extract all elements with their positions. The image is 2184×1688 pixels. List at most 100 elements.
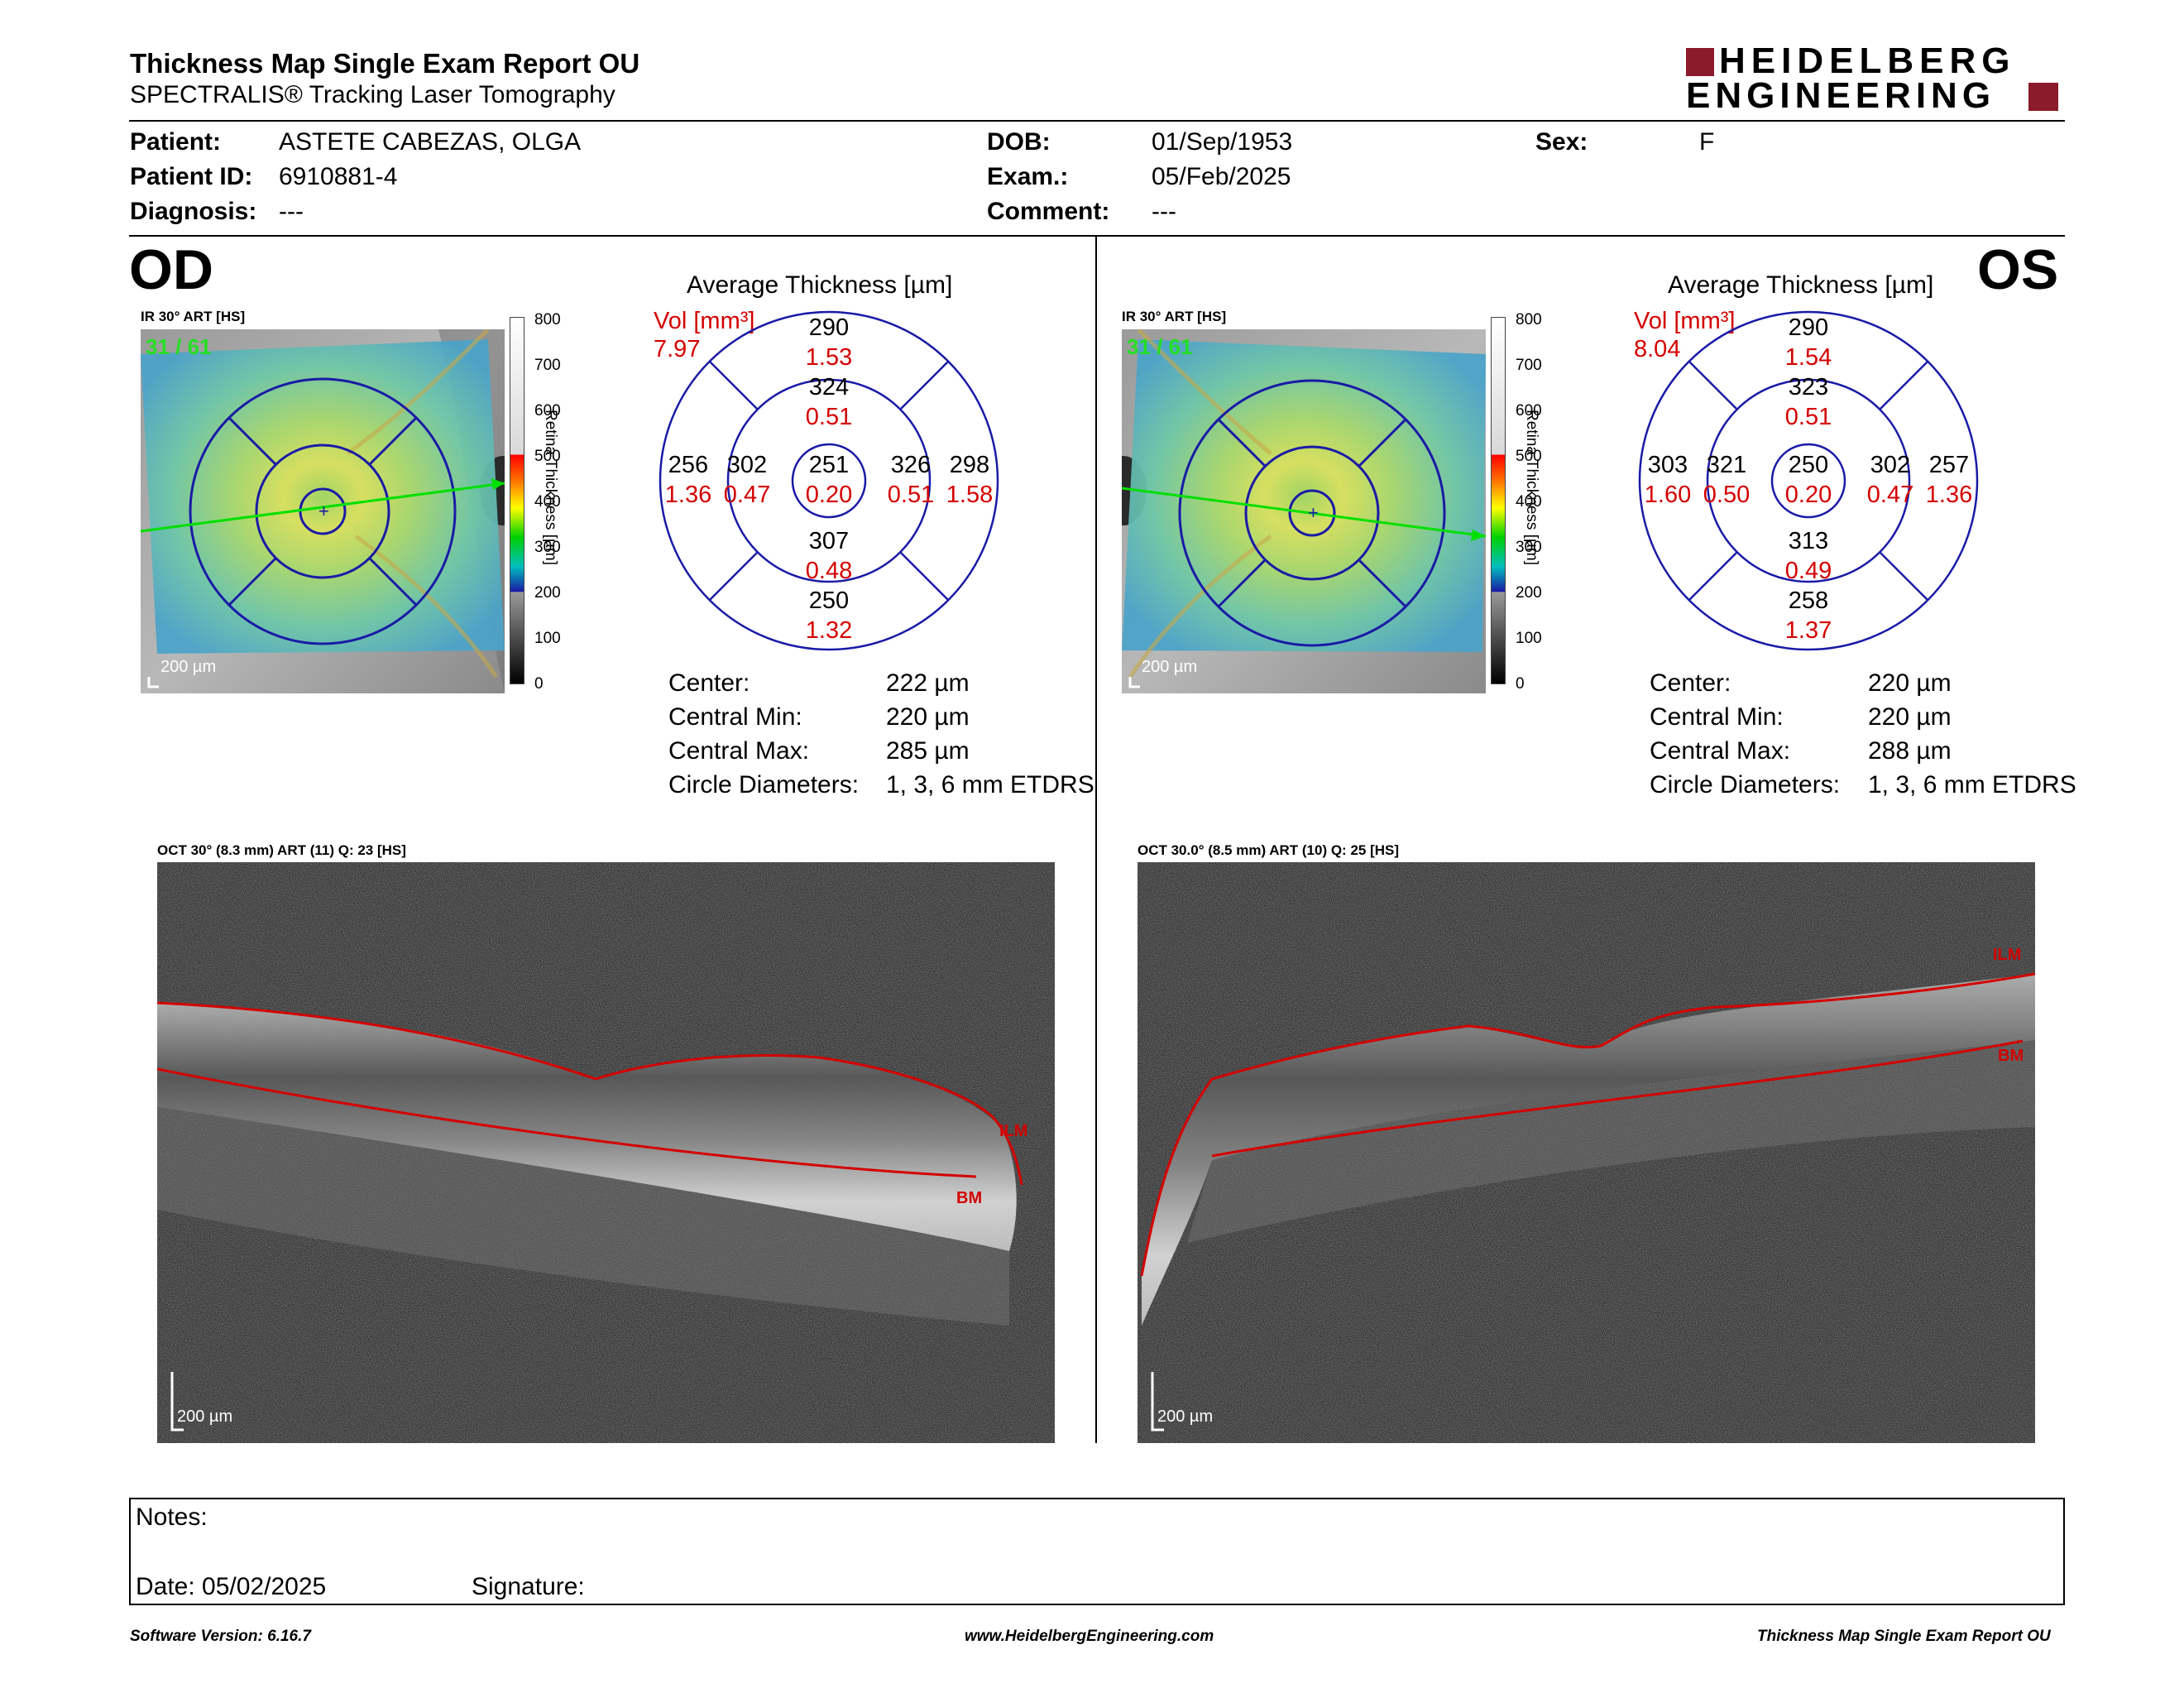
od-inner-right: 326 xyxy=(890,452,932,478)
dob-value: 01/Sep/1953 xyxy=(1152,128,1293,156)
notes-box: Notes: Date: 05/02/2025 Signature: xyxy=(129,1498,2065,1605)
os-cbar-tick: 200 xyxy=(1516,584,1542,602)
notes-date: Date: 05/02/2025 xyxy=(136,1573,327,1600)
os-outer-bottom: 258 xyxy=(1788,587,1829,614)
od-diam-label: Circle Diameters: xyxy=(668,771,860,798)
patient-id-value: 6910881-4 xyxy=(279,163,398,190)
os-vol-label: Vol [mm³] xyxy=(1634,308,1736,334)
patient-id-label: Patient ID: xyxy=(130,163,253,190)
exam-label: Exam.: xyxy=(987,163,1069,190)
od-cbar-tick: 800 xyxy=(534,311,561,328)
os-min-value: 220 µm xyxy=(1868,703,1952,731)
os-inner-left: 321 xyxy=(1706,452,1747,478)
os-cbar-tick: 0 xyxy=(1516,675,1525,693)
od-oct-bm: BM xyxy=(956,1189,982,1207)
os-colorbar xyxy=(1491,317,1506,684)
header-rule xyxy=(129,120,2065,122)
os-max-value: 288 µm xyxy=(1868,737,1952,765)
od-fundus-scale: 200 µm xyxy=(160,658,216,676)
footer-report-name: Thickness Map Single Exam Report OU xyxy=(1757,1628,2051,1645)
os-inner-left-vol: 0.50 xyxy=(1703,482,1751,508)
od-outer-top-vol: 1.53 xyxy=(805,344,853,371)
os-oct-label: OCT 30.0° (8.5 mm) ART (10) Q: 25 [HS] xyxy=(1138,842,1400,858)
os-cbar-tick: 800 xyxy=(1516,311,1542,328)
diagnosis-value: --- xyxy=(279,198,304,225)
os-oct-scale: 200 µm xyxy=(1157,1407,1213,1426)
comment-value: --- xyxy=(1152,198,1176,225)
report-subtitle: SPECTRALIS® Tracking Laser Tomography xyxy=(130,81,615,108)
os-inner-right: 302 xyxy=(1870,452,1911,478)
od-max-label: Central Max: xyxy=(668,737,810,765)
signature-label[interactable]: Signature: xyxy=(472,1573,585,1600)
os-frame-counter: 31 / 61 xyxy=(1127,334,1193,359)
report-title: Thickness Map Single Exam Report OU xyxy=(130,48,640,79)
os-diam-label: Circle Diameters: xyxy=(1650,771,1841,798)
os-inner-bottom: 313 xyxy=(1788,528,1829,554)
os-center-vol: 0.20 xyxy=(1784,482,1832,508)
os-min-label: Central Min: xyxy=(1650,703,1784,731)
os-cbar-tick: 100 xyxy=(1516,630,1542,647)
os-eye-label: OS xyxy=(1977,238,2059,301)
os-etdrs-grid xyxy=(1638,310,1979,651)
os-cbar-tick: 600 xyxy=(1516,402,1542,420)
os-fundus-scale: 200 µm xyxy=(1142,658,1197,676)
od-max-value: 285 µm xyxy=(886,737,970,765)
od-cbar-tick: 400 xyxy=(534,493,561,511)
os-outer-left: 303 xyxy=(1647,452,1688,478)
od-diam-value: 1, 3, 6 mm ETDRS xyxy=(886,771,1094,798)
od-outer-left-vol: 1.36 xyxy=(664,482,712,508)
patient-value: ASTETE CABEZAS, OLGA xyxy=(279,128,582,156)
os-cbar-tick: 500 xyxy=(1516,448,1542,465)
os-center-value: 220 µm xyxy=(1868,669,1952,697)
os-outer-left-vol: 1.60 xyxy=(1644,482,1692,508)
od-inner-top-vol: 0.51 xyxy=(805,404,853,430)
od-min-value: 220 µm xyxy=(886,703,970,731)
os-oct-bscan: ILM BM 200 µm xyxy=(1138,862,2035,1443)
os-outer-right-vol: 1.36 xyxy=(1925,482,1973,508)
od-cbar-tick: 500 xyxy=(534,448,561,465)
od-outer-right: 298 xyxy=(949,452,990,478)
od-cbar-tick: 0 xyxy=(534,675,544,693)
comment-label: Comment: xyxy=(987,198,1110,225)
os-fundus-label: IR 30° ART [HS] xyxy=(1122,309,1227,324)
notes-label: Notes: xyxy=(136,1503,208,1531)
os-max-label: Central Max: xyxy=(1650,737,1791,765)
od-vol-total: 7.97 xyxy=(654,336,701,362)
exam-value: 05/Feb/2025 xyxy=(1152,163,1291,190)
logo-line-2: ENGINEERING xyxy=(1686,75,1996,116)
svg-text:+: + xyxy=(318,501,329,521)
od-outer-left: 256 xyxy=(668,452,709,478)
logo-line-1: HEIDELBERG xyxy=(1719,41,2016,81)
od-inner-left-vol: 0.47 xyxy=(723,482,771,508)
software-version: Software Version: 6.16.7 xyxy=(130,1628,311,1645)
os-inner-top: 323 xyxy=(1788,374,1829,400)
os-outer-top-vol: 1.54 xyxy=(1784,344,1832,371)
od-outer-bottom: 250 xyxy=(808,587,850,614)
od-inner-bottom-vol: 0.48 xyxy=(805,558,853,584)
od-colorbar-title: Retina Thickness [µm] xyxy=(542,410,559,565)
os-avg-title: Average Thickness [µm] xyxy=(1668,271,1934,299)
od-oct-bscan: ILM BM 200 µm xyxy=(157,862,1055,1443)
od-eye-label: OD xyxy=(129,238,213,301)
sex-value: F xyxy=(1699,128,1715,156)
heidelberg-logo: HEIDELBERG ENGINEERING xyxy=(1686,41,2067,116)
od-cbar-tick: 100 xyxy=(534,630,561,647)
od-frame-counter: 31 / 61 xyxy=(146,334,212,359)
od-fundus-label: IR 30° ART [HS] xyxy=(141,309,246,324)
os-center-label: Center: xyxy=(1650,669,1731,697)
os-thickness-map: + 31 / 61 200 µm xyxy=(1122,329,1486,693)
od-oct-label: OCT 30° (8.3 mm) ART (11) Q: 23 [HS] xyxy=(157,842,406,858)
os-vol-total: 8.04 xyxy=(1634,336,1681,362)
patient-rule xyxy=(129,235,2065,237)
od-center-value: 222 µm xyxy=(886,669,970,697)
od-outer-top: 290 xyxy=(808,314,850,341)
od-oct-ilm: ILM xyxy=(999,1122,1027,1140)
website-link[interactable]: www.HeidelbergEngineering.com xyxy=(965,1628,1214,1645)
os-diam-value: 1, 3, 6 mm ETDRS xyxy=(1868,771,2076,798)
patient-label: Patient: xyxy=(130,128,222,156)
od-cbar-tick: 200 xyxy=(534,584,561,602)
os-inner-top-vol: 0.51 xyxy=(1784,404,1832,430)
od-outer-bottom-vol: 1.32 xyxy=(805,617,853,644)
os-outer-top: 290 xyxy=(1788,314,1829,341)
od-inner-bottom: 307 xyxy=(808,528,850,554)
